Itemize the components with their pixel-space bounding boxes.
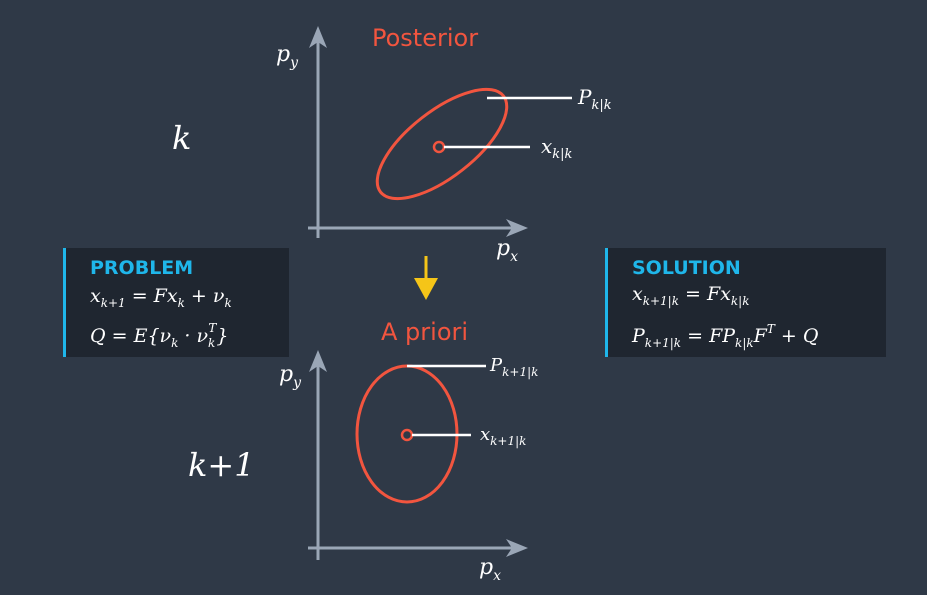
problem-panel-accent — [63, 248, 66, 357]
problem-equation-noise: Q = E{νk · νkT} — [90, 321, 228, 350]
problem-title: PROBLEM — [90, 257, 193, 279]
bottom-plot-title: A priori — [381, 318, 468, 346]
bottom-x-axis-label: px — [479, 555, 501, 584]
problem-panel-bg — [63, 248, 289, 357]
apriori-state-marker — [400, 428, 414, 442]
solution-equation-covariance: Pk+1|k = FPk|kFT + Q — [631, 322, 818, 350]
apriori-state-label: xk+1|k — [480, 424, 526, 448]
top-y-axis-arrowhead — [309, 26, 327, 48]
posterior-covariance-label: Pk|k — [577, 85, 612, 113]
solution-equation-state: xk+1|k = Fxk|k — [632, 283, 750, 308]
top-plot-title: Posterior — [372, 24, 478, 52]
problem-panel: PROBLEM xk+1 = Fxk + νk Q = E{νk · νkT} — [63, 248, 289, 357]
bottom-x-axis-arrowhead — [506, 539, 528, 557]
solution-panel-bg — [605, 248, 886, 357]
step-label-k: k — [172, 119, 191, 157]
step-label-k-plus-1: k+1 — [188, 446, 255, 484]
top-plot: Posterior py px Pk|k xk|k — [276, 24, 612, 265]
apriori-covariance-label: Pk+1|k — [489, 355, 538, 379]
solution-panel: SOLUTION xk+1|k = Fxk|k Pk+1|k = FPk|kFT… — [605, 248, 886, 357]
bottom-y-axis-label: py — [279, 362, 302, 391]
bottom-y-axis-arrowhead — [309, 350, 327, 372]
posterior-state-marker — [432, 140, 446, 154]
top-x-axis-label: px — [496, 236, 518, 265]
top-y-axis-label: py — [276, 42, 299, 71]
solution-panel-accent — [605, 248, 608, 357]
posterior-covariance-ellipse — [375, 87, 509, 201]
bottom-plot: A priori py px Pk+1|k xk+1|k — [279, 318, 538, 584]
posterior-state-label: xk|k — [541, 134, 573, 162]
problem-equation-state: xk+1 = Fxk + νk — [90, 285, 232, 310]
down-arrow-icon — [414, 256, 438, 300]
top-x-axis-arrowhead — [506, 219, 528, 237]
solution-title: SOLUTION — [632, 257, 741, 279]
